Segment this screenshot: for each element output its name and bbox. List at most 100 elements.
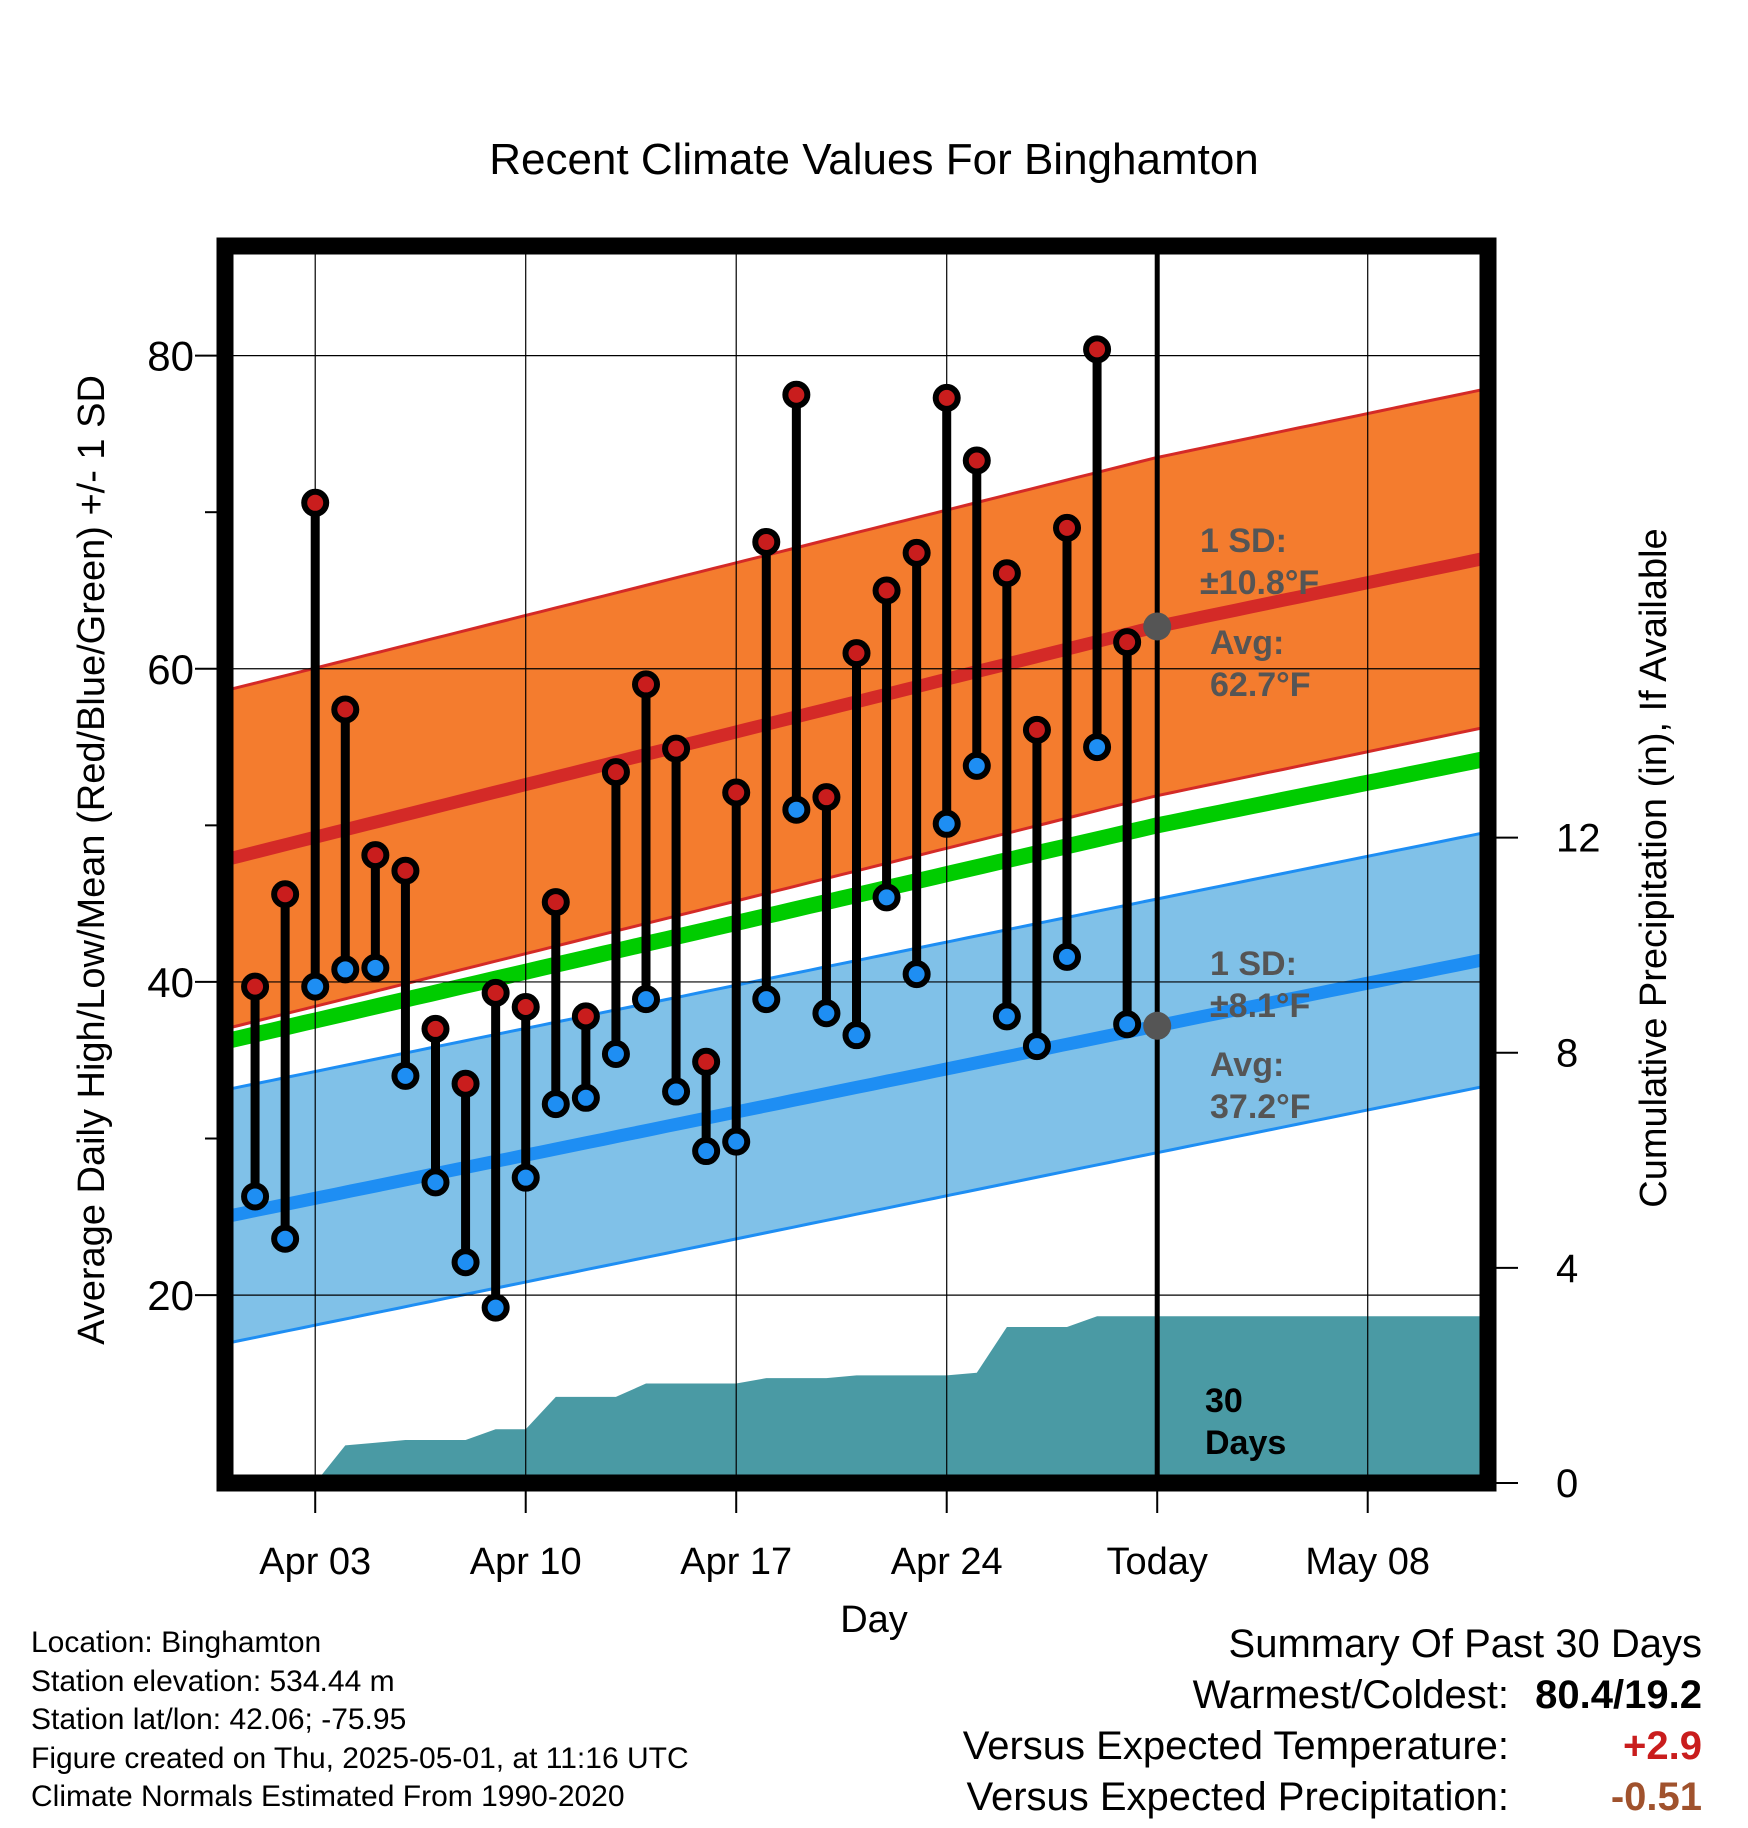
daily-low-point [1022, 1032, 1051, 1061]
daily-high-point [692, 1047, 721, 1076]
daily-low-point [451, 1248, 480, 1277]
daily-high-point [391, 856, 420, 885]
daily-high-point [1113, 628, 1142, 657]
daily-low-point [752, 985, 781, 1014]
plot-clip-group: 1 SD: ±10.8°F Avg: 62.7°F 1 SD: ±8.1°F Avg: 37.… [225, 246, 1488, 1483]
daily-low-point [481, 1293, 510, 1322]
x-tick-label: May 08 [1305, 1541, 1430, 1583]
daily-low-point [1053, 942, 1081, 971]
daily-high-point [601, 758, 630, 787]
daily-high-point [1053, 513, 1081, 542]
plot-area: 1 SD: ±10.8°F Avg: 62.7°F 1 SD: ±8.1°F Avg: 37.… [225, 246, 1488, 1483]
daily-high-point [1022, 715, 1051, 744]
y-tick-label-left: 40 [147, 959, 194, 1006]
daily-low-point [1083, 733, 1112, 762]
temp-value: +2.9 [1623, 1724, 1702, 1768]
today-low-normal-point [1143, 1011, 1172, 1040]
y-tick-label-left: 20 [147, 1272, 194, 1319]
y-tick-label-right: 8 [1556, 1032, 1578, 1076]
high-avg-annotation: Avg: 62.7°F [1210, 624, 1311, 704]
info-created: Figure created on Thu, 2025-05-01, at 11… [31, 1741, 689, 1775]
daily-low-point [361, 953, 390, 982]
high-sd-annotation: 1 SD: ±10.8°F [1200, 522, 1319, 602]
y-tick-label-right: 4 [1556, 1247, 1578, 1291]
summary-precip: Versus Expected Precipitation: -0.51 [963, 1772, 1702, 1823]
x-tick-label: Apr 17 [680, 1541, 792, 1583]
days-annotation: 30 Days [1205, 1382, 1286, 1462]
y-tick-label-left: 60 [147, 646, 194, 693]
daily-low-point [541, 1090, 570, 1119]
summary-panel: Summary Of Past 30 Days Warmest/Coldest:… [963, 1619, 1702, 1823]
warm-cold-value: 80.4/19.2 [1535, 1673, 1702, 1717]
daily-high-point [331, 695, 360, 724]
daily-low-point [812, 999, 841, 1028]
y-tick-label-right: 12 [1556, 817, 1601, 861]
summary-temp: Versus Expected Temperature: +2.9 [963, 1721, 1702, 1772]
daily-low-point [842, 1021, 871, 1050]
daily-low-point [962, 751, 991, 780]
info-elevation: Station elevation: 534.44 m [31, 1664, 395, 1698]
daily-high-point [451, 1069, 480, 1098]
daily-high-point [632, 670, 660, 699]
warm-cold-label: Warmest/Coldest: [1192, 1673, 1509, 1717]
daily-low-point [571, 1083, 600, 1112]
axes: Apr 03 Apr 10 Apr 17 Apr 24 Today May 0820406… [147, 237, 1601, 1583]
daily-high-point [271, 880, 300, 909]
y-tick-label-right: 0 [1556, 1462, 1578, 1506]
daily-high-point [842, 639, 871, 668]
daily-high-point [361, 841, 390, 870]
daily-high-point [481, 978, 510, 1007]
high-band-upper-edge [225, 387, 1488, 693]
daily-low-point [391, 1061, 420, 1090]
precip-value: -0.51 [1610, 1775, 1702, 1819]
daily-low-point [992, 1002, 1021, 1031]
info-normals: Climate Normals Estimated From 1990-2020 [31, 1780, 625, 1813]
daily-high-point [241, 972, 270, 1001]
daily-high-point [511, 992, 540, 1021]
daily-high-point [541, 888, 570, 917]
daily-low-point [241, 1182, 270, 1211]
daily-high-point [421, 1014, 450, 1043]
x-tick-label: Apr 24 [891, 1541, 1003, 1583]
daily-low-point [632, 985, 660, 1014]
plot-frame [216, 237, 1497, 1492]
daily-low-point [872, 883, 901, 912]
daily-low-point [511, 1163, 540, 1192]
x-tick-label: Today [1107, 1541, 1208, 1583]
daily-low-point [932, 809, 961, 838]
daily-low-point [782, 795, 811, 824]
y-tick-label-left: 80 [147, 333, 194, 380]
daily-high-point [752, 527, 781, 556]
daily-high-point [812, 783, 841, 812]
info-latlon: Station lat/lon: 42.06; -75.95 [31, 1703, 407, 1736]
daily-low-point [902, 960, 931, 989]
daily-high-point [932, 383, 961, 412]
daily-low-point [331, 955, 360, 984]
summary-warm-cold: Warmest/Coldest: 80.4/19.2 [963, 1670, 1702, 1721]
today-high-normal-point [1143, 612, 1172, 641]
low-sd-annotation: 1 SD: ±8.1°F [1210, 945, 1310, 1025]
y-axis-left-label: Average Daily High/Low/Mean (Red/Blue/Gr… [71, 375, 113, 1345]
station-info: Location: Binghamton Station elevation: … [31, 1624, 689, 1817]
daily-high-point [722, 778, 751, 807]
chart-title: Recent Climate Values For Binghamton [489, 135, 1259, 184]
daily-high-point [962, 446, 991, 475]
x-tick-label: Apr 03 [259, 1541, 371, 1583]
daily-low-point [692, 1137, 721, 1166]
daily-low-point [662, 1077, 691, 1106]
daily-low-point [601, 1039, 630, 1068]
daily-low-point [1113, 1010, 1142, 1039]
x-axis-label: Day [840, 1599, 908, 1641]
x-tick-label: Apr 10 [470, 1541, 582, 1583]
precip-label: Versus Expected Precipitation: [966, 1775, 1509, 1819]
temp-label: Versus Expected Temperature: [962, 1724, 1509, 1768]
low-band-lower-edge [225, 1084, 1488, 1346]
daily-high-point [782, 380, 811, 409]
daily-high-point [992, 559, 1021, 588]
info-location: Location: Binghamton [31, 1626, 322, 1659]
y-axis-right-label: Cumulative Precipitation (in), If Availa… [1633, 528, 1675, 1207]
daily-high-point [872, 576, 901, 605]
daily-high-point [902, 538, 931, 567]
daily-low-point [271, 1224, 300, 1253]
